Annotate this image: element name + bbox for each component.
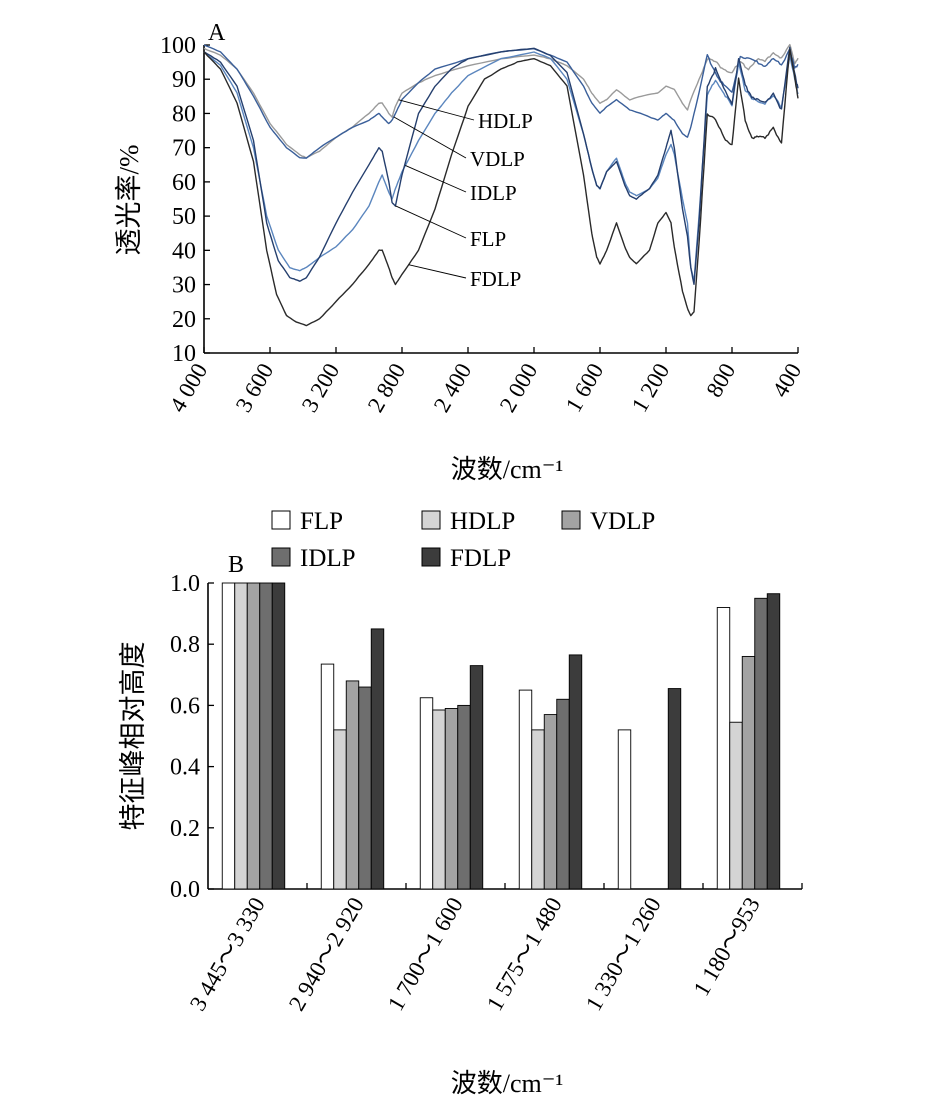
bar-fdlp-0: [271, 582, 286, 890]
panel-a-axes: 10 20 30 40 50 60 70 80 90 100 4 000 3 600 3 200 2 80…: [160, 33, 806, 416]
bar-hdlp-2: [432, 709, 446, 890]
bar-vdlp-2: [444, 708, 459, 890]
bar-vdlp-3: [543, 714, 558, 890]
panel-a-x-tick-label: 3 600: [231, 359, 279, 416]
panel-a-y-tick-label: 90: [172, 67, 196, 93]
panel-b-category-label: 1 330～1 260: [581, 893, 666, 1015]
bar-flp-0: [221, 582, 236, 890]
bar-idlp-1: [358, 686, 372, 890]
panel-a-annotations: HDLP VDLP IDLP FLP FDLP: [393, 99, 533, 291]
legend-swatch-flp: [271, 510, 291, 530]
legend-swatch-hdlp: [421, 510, 441, 530]
bar-idlp-5: [754, 597, 768, 890]
bar-vdlp-5: [741, 655, 756, 890]
panel-b-chart: B 特征峰相对高度 波数/cm⁻¹ FLP HDLP VDLP IDLP FDLP 0.…: [118, 508, 803, 1098]
annotation-flp: FLP: [470, 227, 506, 251]
panel-a-x-tick-label: 2 800: [363, 359, 411, 416]
panel-a-label: A: [208, 20, 226, 46]
panel-b-bars: [221, 582, 781, 890]
bar-vdlp-1: [345, 680, 360, 890]
bar-flp-1: [320, 663, 335, 890]
panel-a-y-tick-label: 10: [172, 341, 196, 367]
panel-b-label: B: [228, 552, 244, 578]
panel-b-legend: FLP HDLP VDLP IDLP FDLP: [271, 508, 655, 572]
panel-a-y-tick-label: 30: [172, 273, 196, 299]
panel-a-series-group: [203, 43, 799, 327]
annotation-leader-vdlp: [393, 116, 467, 159]
legend-label-flp: FLP: [300, 508, 343, 535]
panel-a-y-tick-label: 70: [172, 136, 196, 162]
annotation-hdlp: HDLP: [478, 109, 533, 133]
bar-hdlp-1: [333, 729, 347, 890]
legend-swatch-fdlp: [421, 547, 441, 567]
bar-idlp-2: [457, 704, 471, 890]
legend-label-idlp: IDLP: [300, 545, 356, 572]
bar-fdlp-3: [568, 654, 583, 890]
panel-a-x-tick-label: 800: [701, 359, 740, 401]
bar-idlp-3: [556, 698, 570, 890]
panel-b-y-tick-label: 0.6: [170, 693, 200, 719]
series-line-fdlp: [203, 48, 799, 327]
panel-b-y-axis-label: 特征峰相对高度: [118, 642, 148, 831]
bar-fdlp-2: [469, 665, 484, 890]
panel-a-x-tick-label: 3 200: [297, 359, 345, 416]
legend-swatch-idlp: [271, 547, 291, 567]
annotation-leader-fdlp: [408, 264, 467, 279]
panel-a-y-tick-label: 80: [172, 101, 196, 127]
legend-swatch-vdlp: [561, 510, 581, 530]
panel-b-y-tick-label: 0.4: [170, 755, 200, 781]
panel-a-x-tick-label: 400: [767, 359, 806, 401]
panel-a-y-tick-label: 40: [172, 238, 196, 264]
series-line-flp: [203, 46, 799, 285]
panel-a-y-tick-label: 60: [172, 170, 196, 196]
annotation-fdlp: FDLP: [470, 267, 521, 291]
annotation-leader-idlp: [405, 165, 467, 193]
panel-b-category-label: 1 575～1 480: [482, 893, 567, 1015]
annotation-vdlp: VDLP: [470, 147, 525, 171]
panel-a-y-tick-label: 20: [172, 307, 196, 333]
bar-fdlp-4: [667, 688, 682, 890]
panel-b-category-label: 1 180～953: [689, 893, 765, 1000]
panel-a-x-axis-label: 波数/cm⁻¹: [451, 455, 564, 484]
panel-a-y-axis-label: 透光率/%: [114, 145, 144, 256]
panel-b-y-tick-label: 0.8: [170, 632, 200, 658]
legend-label-vdlp: VDLP: [590, 508, 655, 535]
bar-flp-3: [518, 689, 533, 890]
bar-idlp-0: [259, 582, 273, 890]
panel-b-x-axis-label: 波数/cm⁻¹: [451, 1069, 564, 1098]
legend-label-fdlp: FDLP: [450, 545, 511, 572]
bar-hdlp-0: [234, 582, 248, 890]
panel-a-x-tick-label: 1 600: [561, 359, 609, 416]
panel-b-category-label: 2 940～2 920: [284, 893, 369, 1015]
series-line-hdlp: [203, 43, 799, 159]
panel-a-x-tick-label: 4 000: [165, 359, 213, 416]
bar-hdlp-5: [729, 721, 743, 890]
panel-a-y-tick-label: 100: [160, 33, 196, 59]
bar-fdlp-5: [766, 593, 781, 890]
legend-label-hdlp: HDLP: [450, 508, 515, 535]
series-line-vdlp: [203, 44, 799, 159]
panel-b-y-tick-label: 0.2: [170, 816, 200, 842]
bar-flp-4: [617, 729, 632, 890]
bar-fdlp-1: [370, 628, 385, 890]
panel-a-x-tick-label: 2 400: [429, 359, 477, 416]
annotation-leader-hdlp: [398, 99, 475, 121]
panel-b-category-label: 1 700～1 600: [383, 893, 468, 1015]
panel-b-y-tick-label: 0.0: [170, 877, 200, 903]
panel-a-x-tick-label: 2 000: [495, 359, 543, 416]
panel-a-y-tick-label: 50: [172, 204, 196, 230]
panel-a-x-tick-label: 1 200: [627, 359, 675, 416]
annotation-leader-flp: [395, 205, 467, 239]
bar-flp-2: [419, 697, 434, 890]
bar-flp-5: [716, 607, 731, 890]
bar-vdlp-0: [246, 582, 261, 890]
bar-hdlp-3: [531, 729, 545, 890]
panel-b-y-tick-label: 1.0: [170, 571, 200, 597]
panel-b-category-label: 3 445～3 330: [185, 893, 270, 1015]
panel-a-chart: A 透光率/% 波数/cm⁻¹ 10 20 30 40 50 60 70 80 90 100 4 0…: [114, 20, 806, 484]
annotation-idlp: IDLP: [470, 181, 517, 205]
